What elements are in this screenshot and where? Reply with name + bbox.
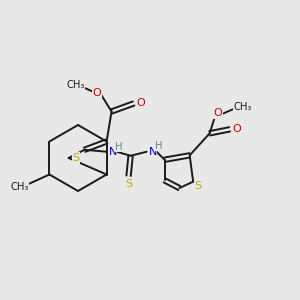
Text: N: N <box>108 147 117 157</box>
Text: O: O <box>232 124 241 134</box>
Text: CH₃: CH₃ <box>233 102 252 112</box>
Text: H: H <box>115 142 122 152</box>
Text: S: S <box>125 179 132 189</box>
Text: CH₃: CH₃ <box>66 80 85 91</box>
Text: S: S <box>72 153 79 163</box>
Text: O: O <box>136 98 145 109</box>
Text: H: H <box>155 141 162 151</box>
Text: N: N <box>148 147 157 157</box>
Text: CH₃: CH₃ <box>10 182 28 191</box>
Text: S: S <box>195 181 202 190</box>
Text: O: O <box>92 88 101 98</box>
Text: O: O <box>213 108 222 118</box>
